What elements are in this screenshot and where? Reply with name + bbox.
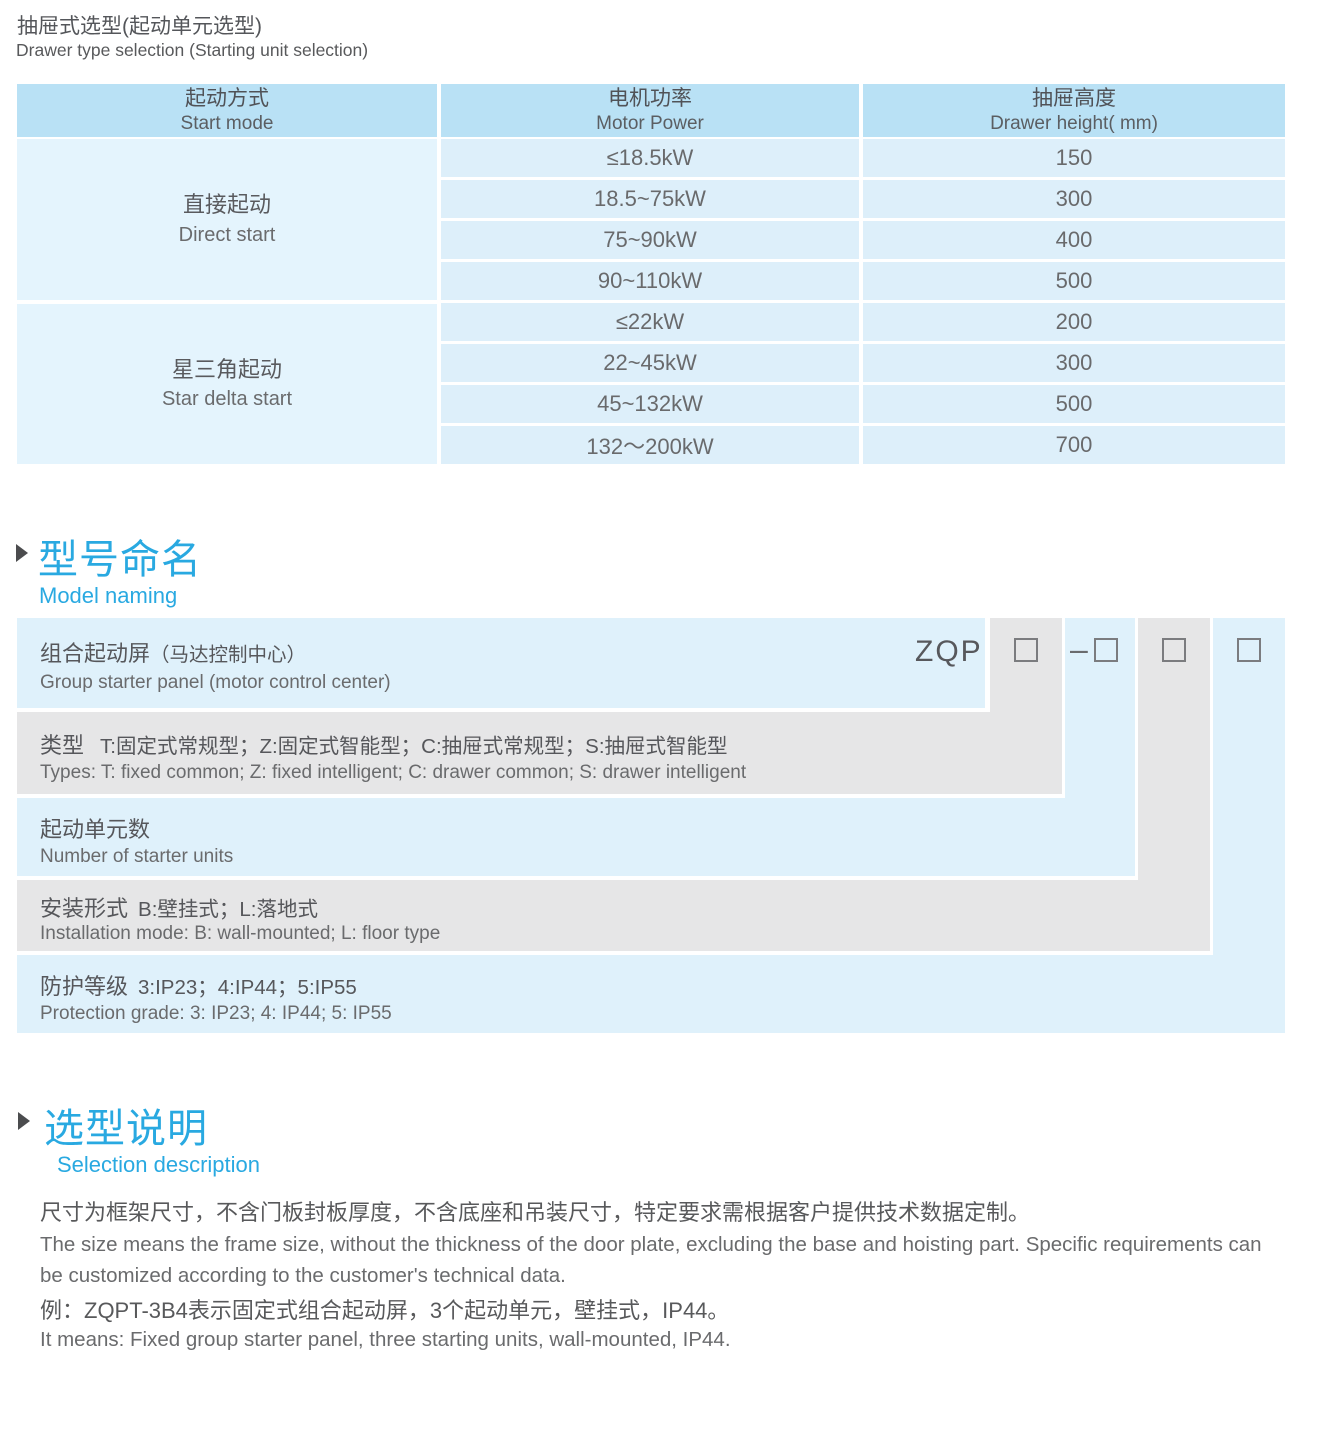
section-title-model-naming-zh: 型号命名	[38, 538, 202, 582]
table-cell-power: 45~132kW	[441, 385, 859, 423]
naming-row-protection-grade: 防护等级 3:IP23；4:IP44；5:IP55 Protection grad…	[17, 955, 1285, 1033]
naming-row-types: 类型 T:固定式常规型；Z:固定式智能型；C:抽屉式常规型；S:抽屉式智能型 Ty…	[17, 712, 1062, 794]
group1-en: Direct start	[178, 223, 276, 246]
naming-row4-en: Installation mode: B: wall-mounted; L: f…	[40, 923, 441, 944]
model-code-column-2	[1065, 618, 1135, 798]
naming-row4-zh: 安装形式 B:壁挂式；L:落地式	[40, 896, 318, 921]
table-cell-power: ≤18.5kW	[441, 139, 859, 177]
naming-row-group-starter-panel: 组合起动屏（马达控制中心） Group starter panel (motor…	[17, 618, 985, 708]
naming-row-starter-units: 起动单元数 Number of starter units	[17, 798, 1135, 876]
header-motor-power-zh: 电机功率	[608, 86, 692, 110]
table-cell-height: 300	[863, 344, 1285, 382]
section-title-model-naming-en: Model naming	[39, 583, 178, 608]
table-cell-power: 90~110kW	[441, 262, 859, 300]
naming-row5-en: Protection grade: 3: IP23; 4: IP44; 5: I…	[40, 1003, 392, 1024]
header-drawer-height-zh: 抽屉高度	[1032, 86, 1116, 110]
table-cell-height: 500	[863, 385, 1285, 423]
model-code-column-1	[990, 618, 1062, 712]
group-cell-star-delta-start: 星三角起动 Star delta start	[17, 304, 437, 464]
section-arrow-icon	[18, 1112, 30, 1130]
description-line1-zh: 尺寸为框架尺寸，不含门板封板厚度，不含底座和吊装尺寸，特定要求需根据客户提供技术…	[40, 1200, 1031, 1225]
naming-row3-zh: 起动单元数	[40, 817, 151, 842]
description-line1-en: The size means the frame size, without t…	[40, 1233, 1262, 1287]
table-header-drawer-height: 抽屉高度 Drawer height( mm)	[863, 84, 1285, 137]
table-cell-power: 22~45kW	[441, 344, 859, 382]
naming-row3-en: Number of starter units	[40, 846, 234, 867]
model-code-dash: –	[1070, 631, 1088, 667]
model-code-box-installation	[1162, 638, 1186, 662]
group1-zh: 直接起动	[182, 192, 271, 218]
model-prefix: ZQP	[915, 635, 983, 668]
table-cell-height: 700	[863, 426, 1285, 464]
model-code-column-4	[1213, 618, 1285, 955]
section-title-selection-description-en: Selection description	[57, 1152, 261, 1177]
header-motor-power-en: Motor Power	[596, 112, 704, 134]
group2-zh: 星三角起动	[171, 356, 282, 382]
section-arrow-icon	[16, 544, 28, 562]
model-code-box-units	[1094, 638, 1118, 662]
naming-row1-zh: 组合起动屏（马达控制中心）	[40, 641, 307, 666]
description-line2-en: It means: Fixed group starter panel, thr…	[40, 1328, 731, 1351]
model-code-box-type	[1014, 638, 1038, 662]
header-start-mode-zh: 起动方式	[185, 86, 269, 110]
table-header-start-mode: 起动方式 Start mode	[17, 84, 437, 137]
table-cell-power: 132～200kW	[441, 426, 859, 464]
table-cell-power: 18.5~75kW	[441, 180, 859, 218]
table-cell-height: 300	[863, 180, 1285, 218]
table-cell-height: 150	[863, 139, 1285, 177]
naming-row-installation-mode: 安装形式 B:壁挂式；L:落地式 Installation mode: B: wa…	[17, 880, 1210, 951]
header-start-mode-en: Start mode	[180, 112, 274, 134]
header-drawer-height-en: Drawer height( mm)	[990, 112, 1158, 134]
model-code-box-protection	[1237, 638, 1261, 662]
page-title-en: Drawer type selection (Starting unit sel…	[16, 40, 369, 60]
table-cell-height: 400	[863, 221, 1285, 259]
table-cell-height: 200	[863, 303, 1285, 341]
naming-row2-en: Types: T: fixed common; Z: fixed intelli…	[40, 762, 747, 783]
table-cell-height: 500	[863, 262, 1285, 300]
table-cell-power: 75~90kW	[441, 221, 859, 259]
naming-row1-en: Group starter panel (motor control cente…	[40, 672, 391, 693]
section-title-selection-description-zh: 选型说明	[44, 1107, 208, 1151]
page-title-zh: 抽屉式选型(起动单元选型)	[17, 15, 262, 38]
naming-row5-zh: 防护等级 3:IP23；4:IP44；5:IP55	[40, 974, 357, 999]
naming-row2-zh: 类型 T:固定式常规型；Z:固定式智能型；C:抽屉式常规型；S:抽屉式智能型	[40, 733, 728, 758]
description-line2-zh: 例：ZQPT-3B4表示固定式组合起动屏，3个起动单元，壁挂式，IP44。	[40, 1298, 730, 1323]
table-header-motor-power: 电机功率 Motor Power	[441, 84, 859, 137]
group-cell-direct-start: 直接起动 Direct start	[17, 139, 437, 300]
group2-en: Star delta start	[161, 388, 293, 411]
table-cell-power: ≤22kW	[441, 303, 859, 341]
